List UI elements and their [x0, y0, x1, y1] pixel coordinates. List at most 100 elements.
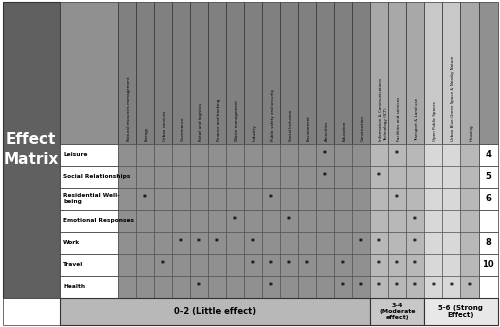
Text: Open Public Spaces: Open Public Spaces — [434, 101, 438, 141]
Bar — [424, 298, 498, 325]
Text: Transport & Land use: Transport & Land use — [416, 98, 420, 141]
Bar — [424, 144, 442, 166]
Bar — [352, 2, 370, 144]
Bar — [244, 166, 262, 188]
Text: 10: 10 — [482, 260, 494, 269]
Bar — [154, 210, 172, 232]
Text: *: * — [414, 216, 418, 225]
Text: *: * — [269, 194, 273, 203]
Text: Public safety and security: Public safety and security — [271, 89, 275, 141]
Bar — [244, 188, 262, 210]
Bar — [406, 232, 424, 254]
Bar — [370, 144, 388, 166]
Bar — [424, 276, 442, 298]
Text: Facilities and services: Facilities and services — [398, 97, 402, 141]
Bar — [334, 144, 352, 166]
Bar — [460, 144, 478, 166]
Bar — [136, 166, 154, 188]
Text: *: * — [287, 216, 291, 225]
Bar — [460, 232, 478, 254]
Bar — [154, 144, 172, 166]
Bar — [244, 232, 262, 254]
Text: *: * — [341, 260, 345, 269]
Bar — [460, 188, 478, 210]
Bar — [244, 2, 262, 144]
Bar — [442, 144, 460, 166]
Bar — [60, 276, 118, 298]
Bar — [316, 210, 334, 232]
Text: Environment: Environment — [307, 115, 311, 141]
Bar — [226, 2, 244, 144]
Bar — [298, 2, 316, 144]
Bar — [316, 144, 334, 166]
Bar — [172, 166, 190, 188]
Text: *: * — [359, 282, 363, 291]
Bar — [136, 188, 154, 210]
Bar — [388, 210, 406, 232]
Text: *: * — [197, 282, 200, 291]
Text: *: * — [269, 260, 273, 269]
Text: Governance: Governance — [180, 117, 184, 141]
Bar — [478, 232, 498, 254]
Bar — [370, 232, 388, 254]
Bar — [298, 254, 316, 276]
Bar — [172, 188, 190, 210]
Text: Work: Work — [63, 240, 80, 245]
Bar — [60, 188, 118, 210]
Text: 6: 6 — [485, 194, 491, 203]
Bar — [316, 166, 334, 188]
Bar — [190, 2, 208, 144]
Bar — [424, 166, 442, 188]
Bar — [226, 232, 244, 254]
Text: Social Relationships: Social Relationships — [63, 174, 130, 179]
Bar — [226, 276, 244, 298]
Bar — [370, 276, 388, 298]
Text: Industry: Industry — [253, 125, 257, 141]
Text: Energy: Energy — [144, 127, 148, 141]
Bar — [460, 210, 478, 232]
Text: Construction: Construction — [361, 115, 365, 141]
Bar — [60, 254, 118, 276]
Text: *: * — [396, 194, 399, 203]
Bar — [334, 276, 352, 298]
Bar — [136, 2, 154, 144]
Bar — [370, 298, 424, 325]
Bar — [118, 276, 136, 298]
Bar — [334, 166, 352, 188]
Bar — [352, 210, 370, 232]
Bar — [172, 210, 190, 232]
Bar — [370, 188, 388, 210]
Bar — [154, 2, 172, 144]
Bar — [352, 276, 370, 298]
Text: *: * — [178, 238, 182, 247]
Bar — [352, 166, 370, 188]
Bar — [370, 166, 388, 188]
Bar — [190, 276, 208, 298]
Bar — [442, 2, 460, 144]
Bar — [154, 188, 172, 210]
Bar — [118, 188, 136, 210]
Bar — [262, 188, 280, 210]
Text: *: * — [197, 238, 200, 247]
Bar — [298, 210, 316, 232]
Bar — [478, 166, 498, 188]
Bar — [388, 254, 406, 276]
Bar — [280, 144, 298, 166]
Text: *: * — [378, 238, 381, 247]
Text: Health: Health — [63, 284, 85, 289]
Bar — [334, 232, 352, 254]
Bar — [190, 144, 208, 166]
Bar — [226, 254, 244, 276]
Text: *: * — [251, 260, 255, 269]
Text: *: * — [450, 282, 454, 291]
Text: Waste management: Waste management — [235, 100, 239, 141]
Bar — [280, 188, 298, 210]
Bar — [478, 276, 498, 298]
Text: 3-4
(Moderate
effect): 3-4 (Moderate effect) — [379, 303, 416, 320]
Bar — [226, 210, 244, 232]
Bar — [298, 166, 316, 188]
Bar — [442, 210, 460, 232]
Bar — [136, 254, 154, 276]
Bar — [2, 298, 60, 325]
Bar — [226, 144, 244, 166]
